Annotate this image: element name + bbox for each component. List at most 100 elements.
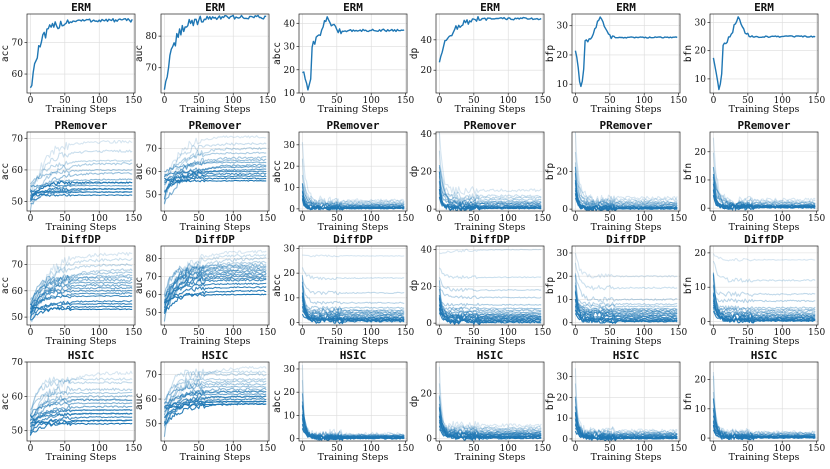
y-tick-label: 30 — [695, 18, 707, 28]
series-line — [712, 167, 816, 207]
y-tick-label: 60 — [146, 290, 158, 300]
series-line — [29, 300, 133, 317]
x-tick-label: 150 — [259, 328, 276, 338]
series-line — [438, 132, 542, 195]
y-tick-label: 70 — [12, 134, 24, 144]
subplot-diffdp-bfn: 0 50 100 150 0 10 20 DiffDP Training Steps bfn — [683, 233, 825, 347]
series-line — [29, 284, 133, 319]
y-tick-label: 20 — [557, 272, 569, 282]
series-line — [29, 18, 133, 89]
subplot-title: DiffDP — [195, 233, 235, 246]
series-line — [29, 169, 133, 185]
series-line — [163, 269, 267, 304]
series-line — [438, 186, 542, 204]
x-tick-label: 50 — [193, 444, 205, 454]
x-tick-label: 50 — [59, 328, 71, 338]
subplot-title: ERM — [616, 1, 636, 14]
series-line — [163, 377, 267, 405]
subplot-hsic-acc: 0 50 100 150 50 60 70 HSIC Training Steps acc — [0, 349, 142, 463]
series-line — [712, 424, 816, 441]
x-tick-label: 150 — [125, 444, 142, 454]
series-line — [712, 415, 816, 441]
series-line — [438, 166, 542, 202]
x-tick-label: 150 — [670, 444, 687, 454]
subplot-title: PRemover — [600, 119, 653, 132]
y-tick-label: 40 — [421, 36, 433, 46]
series-line — [574, 181, 678, 206]
y-tick-label: 0 — [289, 205, 295, 215]
subplot-title: ERM — [205, 1, 225, 14]
plot-frame — [26, 245, 136, 326]
subplot-hsic-abcc: 0 50 100 150 0 10 20 30 HSIC Training Steps abcc — [272, 349, 414, 463]
series-line — [574, 431, 678, 441]
series-line — [712, 293, 816, 312]
y-tick-label: 50 — [12, 313, 24, 323]
series-line — [574, 190, 678, 212]
series-line — [29, 394, 133, 428]
x-tick-label: 50 — [468, 444, 480, 454]
y-tick-label: 60 — [12, 70, 24, 80]
x-tick-label: 50 — [742, 328, 754, 338]
y-axis-label: bfn — [683, 393, 694, 410]
series-line — [164, 293, 267, 304]
x-tick-label: 50 — [331, 444, 343, 454]
x-tick-label: 150 — [808, 214, 825, 224]
subplot-erm-acc: 0 50 100 150 60 70 ERM Training Steps acc — [0, 1, 142, 115]
series-line — [163, 169, 267, 178]
y-axis-label: auc — [134, 393, 145, 410]
x-tick-label: 50 — [604, 328, 616, 338]
series-line — [29, 404, 133, 434]
plot-frame — [709, 131, 819, 212]
series-line — [574, 368, 678, 436]
series-line — [164, 161, 267, 173]
series-line — [301, 267, 405, 281]
x-tick-label: 100 — [363, 328, 380, 338]
x-tick-label: 0 — [711, 444, 717, 454]
y-axis-label: dp — [409, 396, 420, 408]
x-tick-label: 50 — [59, 96, 71, 106]
y-tick-label: 30 — [557, 249, 569, 259]
series-line — [438, 413, 542, 434]
subplot-premover-auc: 0 50 100 150 50 60 70 PRemover Training Steps auc — [134, 119, 276, 233]
subplot-title: HSIC — [613, 349, 640, 362]
series-line — [163, 146, 267, 204]
x-tick-label: 150 — [259, 214, 276, 224]
x-tick-label: 50 — [59, 444, 71, 454]
x-tick-label: 150 — [397, 214, 414, 224]
x-axis-label: Training Steps — [591, 452, 662, 463]
y-tick-label: 10 — [695, 75, 707, 85]
subplot-premover-bfn: 0 50 100 150 0 10 20 PRemover Training Steps bfn — [683, 119, 825, 233]
y-tick-label: 0 — [426, 319, 432, 329]
x-axis-label: Training Steps — [455, 336, 526, 347]
x-tick-label: 0 — [162, 96, 168, 106]
plot-frame — [571, 13, 681, 94]
x-tick-label: 100 — [774, 328, 791, 338]
plot-frame — [26, 361, 136, 442]
x-tick-label: 150 — [534, 328, 551, 338]
series-line — [712, 260, 816, 283]
x-tick-label: 50 — [193, 328, 205, 338]
y-tick-label: 60 — [12, 287, 24, 297]
x-tick-label: 150 — [534, 444, 551, 454]
y-tick-label: 60 — [12, 392, 24, 402]
x-axis-label: Training Steps — [318, 452, 389, 463]
series-line — [574, 396, 678, 436]
subplot-erm-abcc: 0 50 100 150 10 20 30 40 ERM Training Steps abcc — [272, 1, 414, 115]
y-tick-label: 70 — [12, 358, 24, 368]
x-tick-label: 100 — [363, 214, 380, 224]
series-line — [163, 366, 267, 416]
y-tick-label: 50 — [12, 427, 24, 437]
y-tick-label: 0 — [426, 435, 432, 445]
x-tick-label: 150 — [670, 328, 687, 338]
series-line — [438, 298, 542, 326]
y-axis-label: bfp — [545, 163, 556, 180]
y-tick-label: 40 — [284, 19, 296, 29]
y-tick-label: 30 — [284, 244, 296, 254]
series-line — [712, 391, 816, 437]
series-line — [438, 307, 542, 317]
x-axis-label: Training Steps — [180, 336, 251, 347]
y-tick-label: 50 — [146, 191, 158, 201]
series-line — [712, 272, 816, 297]
y-tick-label: 70 — [12, 38, 24, 48]
x-tick-label: 0 — [28, 96, 34, 106]
